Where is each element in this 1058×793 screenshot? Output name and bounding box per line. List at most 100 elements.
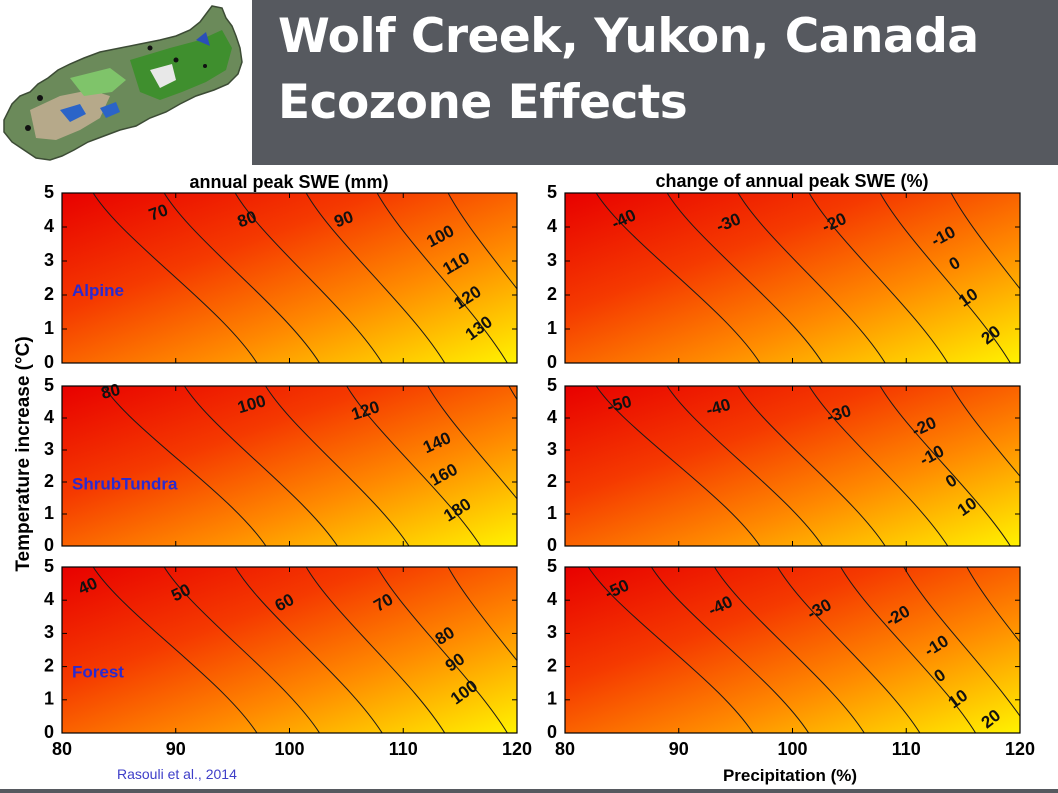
slide-title-line-1: Wolf Creek, Yukon, Canada [278,9,979,64]
y-tick-label: 1 [547,503,557,523]
y-tick-label: 2 [547,284,557,304]
column-title-left: annual peak SWE (mm) [189,172,388,192]
y-tick-label: 2 [547,655,557,675]
heatmap-fill [62,567,517,733]
y-tick-label: 4 [44,407,54,427]
y-tick-label: 1 [44,503,54,523]
contour-line [264,386,410,546]
x-tick-label: 120 [502,739,532,759]
x-tick-label: 100 [777,739,807,759]
contour-line [966,567,1020,643]
y-tick-label: 2 [44,655,54,675]
contour-line [950,193,1020,290]
y-tick-label: 5 [44,182,54,202]
y-tick-label: 2 [44,284,54,304]
zone-label-forest: Forest [72,663,124,682]
y-tick-label: 0 [44,722,54,742]
contour-line [1017,376,1058,552]
y-axis-label: Temperature increase (°C) [13,336,34,571]
contour-line [427,386,517,500]
y-tick-label: 5 [547,556,557,576]
contour-line [1025,557,1058,740]
contour-line [376,193,508,363]
heatmap-fill [565,193,1020,363]
contour-line [346,386,482,546]
contour-line [376,567,508,733]
y-tick-label: 0 [547,535,557,555]
contour-line [234,567,383,733]
heatmap-fill [565,386,1020,546]
y-tick-label: 5 [44,556,54,576]
y-tick-label: 5 [44,375,54,395]
contour-line [102,386,267,546]
contour-line [879,193,1011,363]
contour-line [950,386,1020,477]
contour-line [666,193,824,363]
bottom-bar [0,789,1058,793]
y-tick-label: 2 [547,471,557,491]
x-tick-label: 90 [166,739,186,759]
heatmap-fill [565,567,1020,733]
wolf-creek-map-thumbnail [0,0,252,165]
x-tick-label: 110 [892,739,921,759]
y-tick-label: 3 [547,622,557,642]
contour-line [447,567,517,662]
heatmap-fill [62,193,517,363]
contour-line [808,193,949,363]
contour-line [776,567,921,733]
y-tick-label: 1 [44,689,54,709]
x-axis-label: Precipitation (%) [723,766,857,785]
contour-line [92,567,258,733]
y-tick-label: 4 [547,589,557,609]
citation: Rasouli et al., 2014 [117,766,237,782]
contour-line [713,567,865,733]
y-tick-label: 0 [547,722,557,742]
x-tick-label: 120 [1005,739,1035,759]
contour-line [737,386,886,546]
y-tick-label: 4 [547,407,557,427]
y-tick-label: 0 [44,535,54,555]
contour-line [840,567,977,733]
slide-title-line-2: Ecozone Effects [278,75,688,130]
contour-line [508,386,517,401]
contour-line [1017,183,1058,370]
y-tick-label: 3 [44,439,54,459]
y-tick-label: 4 [547,216,557,236]
y-tick-label: 3 [547,250,557,270]
y-tick-label: 3 [44,622,54,642]
x-tick-label: 80 [52,739,72,759]
contour-line [163,193,321,363]
contour-line [666,386,824,546]
contour-line [234,193,383,363]
contour-line [183,386,338,546]
x-tick-label: 90 [669,739,689,759]
column-title-right: change of annual peak SWE (%) [655,171,928,191]
contour-line [163,567,320,733]
y-tick-label: 0 [547,352,557,372]
contour-line [447,193,517,290]
heatmap-fill [62,386,517,546]
y-tick-label: 3 [44,250,54,270]
x-tick-label: 110 [389,739,418,759]
contour-line [737,193,886,363]
x-tick-label: 80 [555,739,575,759]
zone-label-alpine: Alpine [72,281,124,300]
y-tick-label: 1 [547,318,557,338]
y-tick-label: 5 [547,375,557,395]
slide-title: Wolf Creek, Yukon, Canada Ecozone Effect… [278,4,1048,136]
y-tick-label: 0 [44,352,54,372]
contour-line [305,193,446,363]
y-tick-label: 3 [547,439,557,459]
y-tick-label: 5 [547,182,557,202]
contour-line [595,386,761,546]
contour-line [650,567,810,733]
contour-line [305,567,446,733]
y-tick-label: 1 [547,689,557,709]
